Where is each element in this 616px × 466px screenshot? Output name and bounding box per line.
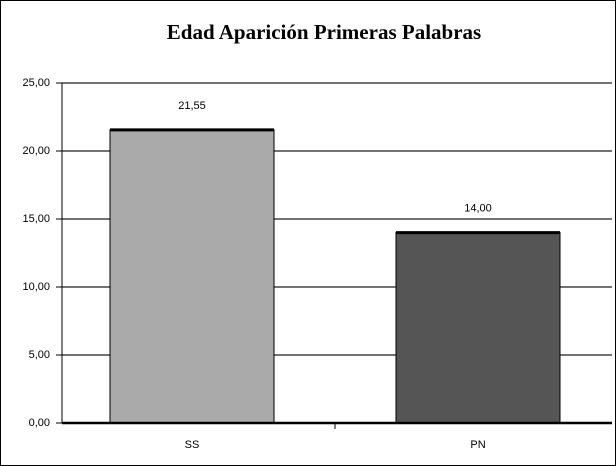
chart-title: Edad Aparición Primeras Palabras [167,20,481,44]
value-label: 14,00 [464,203,492,215]
bar [395,232,561,424]
bar [109,129,275,424]
y-tick-label: 0,00 [29,417,50,429]
x-tick-label: PN [470,439,485,451]
y-tick-label: 5,00 [29,349,50,361]
y-tick-label: 20,00 [22,145,50,157]
y-tick-label: 10,00 [22,281,50,293]
value-label: 21,55 [178,100,206,112]
y-tick-label: 25,00 [22,77,50,89]
x-tick-label: SS [185,439,200,451]
y-tick-label: 15,00 [22,213,50,225]
